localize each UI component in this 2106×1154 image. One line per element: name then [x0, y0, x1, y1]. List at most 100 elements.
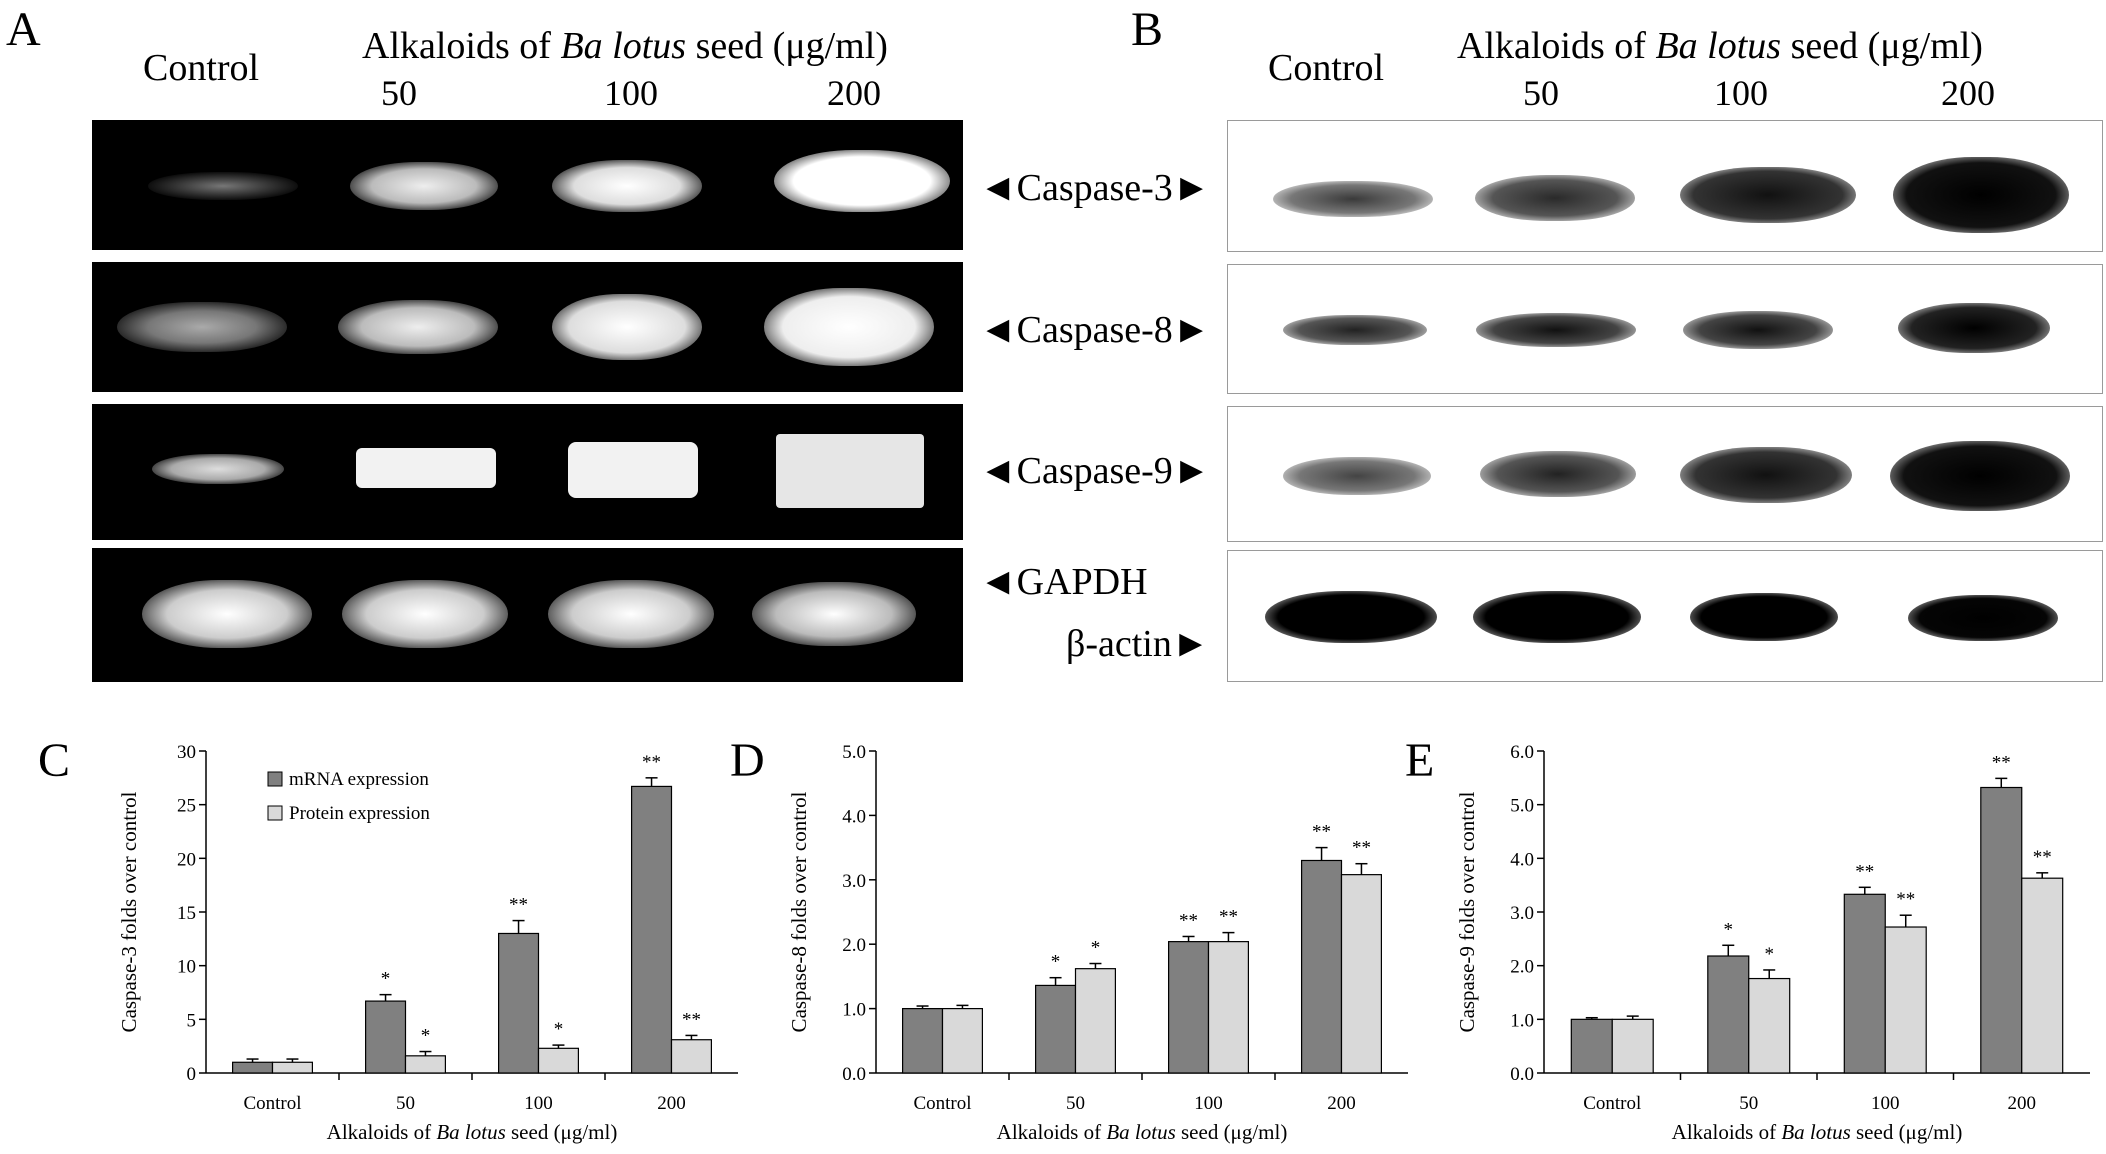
blot-caspase-8-protein — [1227, 264, 2103, 394]
chart-e-significance: ** — [1992, 752, 2011, 773]
chart-d-bar — [1300, 859, 1343, 1074]
blot-band — [1683, 311, 1833, 349]
chart-c-significance: * — [554, 1019, 564, 1040]
chart-c-bar — [271, 1061, 314, 1074]
gel-band — [774, 150, 950, 212]
panel-a-letter: A — [6, 3, 41, 56]
chart-e-y-tick-label: 6.0 — [1510, 742, 1534, 763]
blot-band — [1283, 457, 1431, 495]
chart-e-bar — [1884, 926, 1927, 1074]
chart-e-bar — [1748, 977, 1791, 1074]
chart-c-y-tick-label: 25 — [177, 796, 196, 817]
chart-d-significance: * — [1051, 952, 1061, 973]
chart-c-bar — [670, 1039, 713, 1074]
chart-d-significance: * — [1091, 938, 1101, 959]
chart-d-y-tick-label: 0.0 — [842, 1064, 866, 1085]
panel-b-control-label: Control — [1268, 47, 1385, 89]
panel-b-dose-50: 50 — [1523, 73, 1559, 113]
panel-a-header: Alkaloids of Ba lotus seed (μg/ml) — [362, 25, 888, 67]
chart-d-bar — [941, 1007, 984, 1074]
chart-e-bar — [1980, 786, 2023, 1074]
panel-a-dose-50: 50 — [381, 73, 417, 113]
blot-band — [1908, 595, 2058, 641]
chart-d-x-label: Alkaloids of Ba lotus seed (μg/ml) — [997, 1120, 1288, 1144]
chart-c-x-tick-label: Control — [243, 1093, 301, 1114]
chart-d-y-tick-label: 5.0 — [842, 742, 866, 763]
chart-e-significance: ** — [1855, 861, 1874, 882]
chart-c-y-tick-label: 10 — [177, 957, 196, 978]
chart-d-significance: ** — [1352, 838, 1371, 859]
blot-band — [1283, 315, 1427, 345]
chart-c-significance: ** — [642, 752, 661, 773]
chart-c-bar — [630, 785, 673, 1074]
chart-c-x-tick-label: 50 — [396, 1093, 415, 1114]
gel-band — [776, 434, 924, 508]
chart-c-bar — [404, 1055, 447, 1074]
label-gapdh: ◄GAPDH — [979, 561, 1148, 603]
blot-caspase-9-protein — [1227, 406, 2103, 542]
chart-e-y-tick-label: 5.0 — [1510, 796, 1534, 817]
blot-band — [1680, 167, 1856, 223]
chart-d-y-tick-label: 3.0 — [842, 871, 866, 892]
blot-band — [1893, 157, 2069, 233]
chart-c-y-label: Caspase-3 folds over control — [117, 791, 141, 1032]
chart-e-y-tick-label: 1.0 — [1510, 1010, 1534, 1031]
chart-e-x-tick-label: 200 — [2008, 1093, 2037, 1114]
chart-d-bar — [1207, 941, 1250, 1074]
blot-band — [1476, 313, 1636, 347]
chart-e-x-tick-label: 100 — [1871, 1093, 1900, 1114]
chart-d-significance: ** — [1179, 910, 1198, 931]
label-caspase-9: ◄Caspase-9► — [979, 450, 1211, 492]
chart-e-y-tick-label: 2.0 — [1510, 957, 1534, 978]
chart-c-y-tick-label: 15 — [177, 903, 196, 924]
chart-c-bar — [498, 932, 540, 1074]
chart-e-y-label: Caspase-9 folds over control — [1455, 791, 1479, 1032]
chart-e-x-tick-label: Control — [1583, 1093, 1641, 1114]
blot-caspase-3-protein — [1227, 120, 2103, 252]
gel-band — [338, 300, 498, 354]
chart-d-bar — [1034, 984, 1077, 1074]
gel-band — [752, 582, 916, 646]
chart-e-y-tick-label: 4.0 — [1510, 849, 1534, 870]
chart-e-significance: * — [1724, 919, 1734, 940]
panel-a-control-label: Control — [143, 47, 260, 89]
chart-d-y-tick-label: 2.0 — [842, 935, 866, 956]
chart-d-y-tick-label: 4.0 — [842, 806, 866, 827]
gel-band — [117, 302, 287, 352]
gel-band — [342, 580, 508, 648]
gel-caspase-9-mrna — [92, 404, 963, 540]
chart-d-x-tick-label: Control — [913, 1093, 971, 1114]
chart-d-bar — [901, 1007, 944, 1074]
chart-d-significance: ** — [1312, 822, 1331, 843]
chart-c-significance: * — [381, 969, 391, 990]
chart-c-x-tick-label: 200 — [657, 1093, 686, 1114]
blot-band — [1898, 303, 2050, 353]
gel-band — [148, 172, 298, 200]
chart-e-bar — [1707, 955, 1750, 1074]
chart-e-significance: ** — [1896, 889, 1915, 910]
chart-c-y-tick-label: 5 — [187, 1010, 197, 1031]
chart-c-x-tick-label: 100 — [524, 1093, 553, 1114]
chart-c-bar — [537, 1047, 580, 1074]
blot-beta-actin-protein — [1227, 550, 2103, 682]
chart-e-bar — [2021, 877, 2064, 1074]
chart-d-y-label: Caspase-8 folds over control — [787, 791, 811, 1032]
gel-band — [142, 580, 312, 648]
gel-band — [152, 454, 284, 484]
chart-e-bar — [1843, 893, 1886, 1074]
panel-b-letter: B — [1131, 3, 1164, 56]
gel-band — [764, 288, 934, 366]
legend-swatch-mrna — [267, 771, 283, 787]
chart-d-bar — [1167, 941, 1210, 1074]
chart-c-bar — [232, 1061, 274, 1074]
legend-swatch-protein — [267, 805, 283, 821]
chart-e-x-tick-label: 50 — [1739, 1093, 1758, 1114]
chart-e-significance: * — [1764, 944, 1774, 965]
chart-c-bar — [365, 1000, 407, 1074]
chart-e-bar — [1570, 1018, 1613, 1074]
chart-e-y-tick-label: 3.0 — [1510, 903, 1534, 924]
blot-band — [1690, 593, 1838, 641]
chart-c-significance: ** — [509, 895, 528, 916]
legend-label-mrna: mRNA expression — [289, 769, 429, 790]
chart-c-x-label: Alkaloids of Ba lotus seed (μg/ml) — [327, 1120, 618, 1144]
